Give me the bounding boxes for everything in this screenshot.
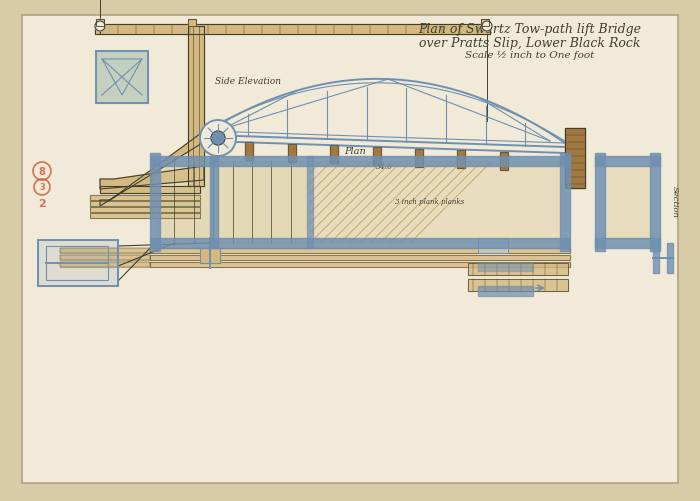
Text: Plan: Plan (344, 147, 366, 156)
Bar (46, 246, 108, 281)
Bar (188, 20, 196, 27)
Bar (307, 157, 313, 248)
Bar (151, 238, 569, 248)
Bar (468, 280, 568, 292)
Bar (650, 154, 660, 252)
Bar (60, 263, 150, 268)
Bar (595, 154, 605, 252)
Bar (478, 238, 508, 254)
Bar (653, 243, 659, 274)
Circle shape (200, 121, 236, 157)
Bar (150, 248, 570, 254)
Bar (457, 151, 466, 169)
Bar (90, 207, 200, 212)
Bar (150, 256, 570, 261)
Bar (288, 144, 295, 162)
Text: over Pratts Slip, Lower Black Rock: over Pratts Slip, Lower Black Rock (419, 37, 640, 50)
Bar (595, 157, 660, 167)
Bar (96, 52, 148, 104)
Bar (245, 143, 253, 160)
Text: Section: Section (671, 186, 679, 217)
Polygon shape (100, 132, 204, 206)
Bar (90, 201, 200, 206)
Bar (188, 20, 196, 27)
Bar (150, 263, 570, 268)
Bar (415, 149, 423, 167)
Bar (478, 264, 533, 272)
Bar (330, 146, 338, 164)
Bar (100, 187, 200, 193)
Bar (468, 264, 568, 276)
Bar (96, 20, 104, 27)
Bar (481, 20, 489, 27)
Bar (60, 248, 150, 254)
Bar (500, 153, 507, 171)
Circle shape (482, 22, 492, 32)
Bar (96, 20, 104, 27)
Bar (605, 167, 650, 238)
Text: 3: 3 (39, 183, 45, 192)
Bar (595, 238, 660, 248)
Bar (188, 27, 204, 187)
Bar (288, 144, 295, 162)
Bar (90, 201, 200, 206)
Bar (565, 129, 585, 188)
Bar (245, 143, 253, 160)
Bar (38, 240, 118, 287)
Bar (90, 213, 200, 218)
Bar (500, 153, 507, 171)
Polygon shape (100, 167, 204, 189)
Text: 2: 2 (38, 198, 46, 208)
Bar (565, 129, 585, 188)
Bar (60, 256, 150, 261)
Text: Plan of Swartz Tow-path lift Bridge: Plan of Swartz Tow-path lift Bridge (419, 24, 641, 37)
Bar (90, 195, 200, 200)
Bar (468, 264, 568, 276)
Bar (667, 243, 673, 274)
Circle shape (95, 22, 105, 32)
Bar (200, 248, 220, 264)
Bar (200, 248, 220, 264)
Bar (478, 287, 533, 297)
Bar (415, 149, 423, 167)
Bar (150, 256, 570, 261)
Circle shape (211, 132, 225, 146)
Bar (96, 52, 148, 104)
Bar (150, 263, 570, 268)
Bar (100, 187, 200, 193)
Bar (90, 213, 200, 218)
Text: Scale ½ inch to One foot: Scale ½ inch to One foot (466, 50, 594, 60)
Bar (478, 238, 508, 254)
Bar (310, 162, 565, 243)
Bar (372, 148, 381, 166)
Bar (95, 25, 490, 35)
Bar (155, 162, 310, 243)
Bar (90, 195, 200, 200)
Bar (210, 157, 218, 248)
Bar (150, 248, 570, 254)
Bar (372, 148, 381, 166)
Bar (38, 240, 118, 287)
Text: 3 inch plank planks: 3 inch plank planks (395, 197, 465, 205)
Bar (481, 20, 489, 27)
Bar (468, 280, 568, 292)
Bar (60, 256, 150, 261)
Bar (188, 27, 204, 187)
Text: 8: 8 (38, 167, 46, 177)
FancyBboxPatch shape (22, 16, 678, 483)
Bar (457, 151, 466, 169)
Bar (330, 146, 338, 164)
Text: Side Elevation: Side Elevation (215, 77, 281, 86)
Bar (90, 207, 200, 212)
Bar (60, 248, 150, 254)
Bar (150, 154, 160, 252)
Text: 34.0': 34.0' (375, 163, 395, 171)
Bar (95, 25, 490, 35)
Bar (60, 263, 150, 268)
Bar (560, 154, 570, 252)
Bar (151, 157, 569, 167)
